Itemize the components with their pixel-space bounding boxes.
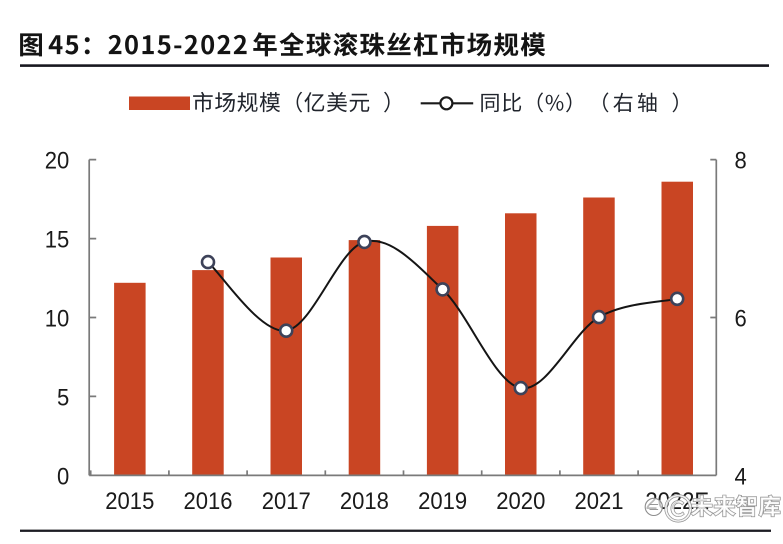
- svg-text:2019: 2019: [418, 487, 467, 514]
- svg-text:2020: 2020: [496, 487, 545, 514]
- svg-text:2015: 2015: [105, 487, 154, 514]
- svg-text:2016: 2016: [183, 487, 232, 514]
- svg-text:8: 8: [735, 147, 747, 174]
- svg-text:20: 20: [45, 147, 70, 174]
- svg-text:5: 5: [57, 383, 69, 410]
- svg-text:6: 6: [735, 304, 747, 331]
- svg-text:10: 10: [45, 304, 70, 331]
- svg-text:15: 15: [45, 226, 70, 253]
- svg-text:4: 4: [735, 462, 747, 489]
- svg-text:2017: 2017: [262, 487, 311, 514]
- svg-text:2021: 2021: [574, 487, 623, 514]
- svg-text:2018: 2018: [340, 487, 389, 514]
- svg-text:0: 0: [57, 462, 69, 489]
